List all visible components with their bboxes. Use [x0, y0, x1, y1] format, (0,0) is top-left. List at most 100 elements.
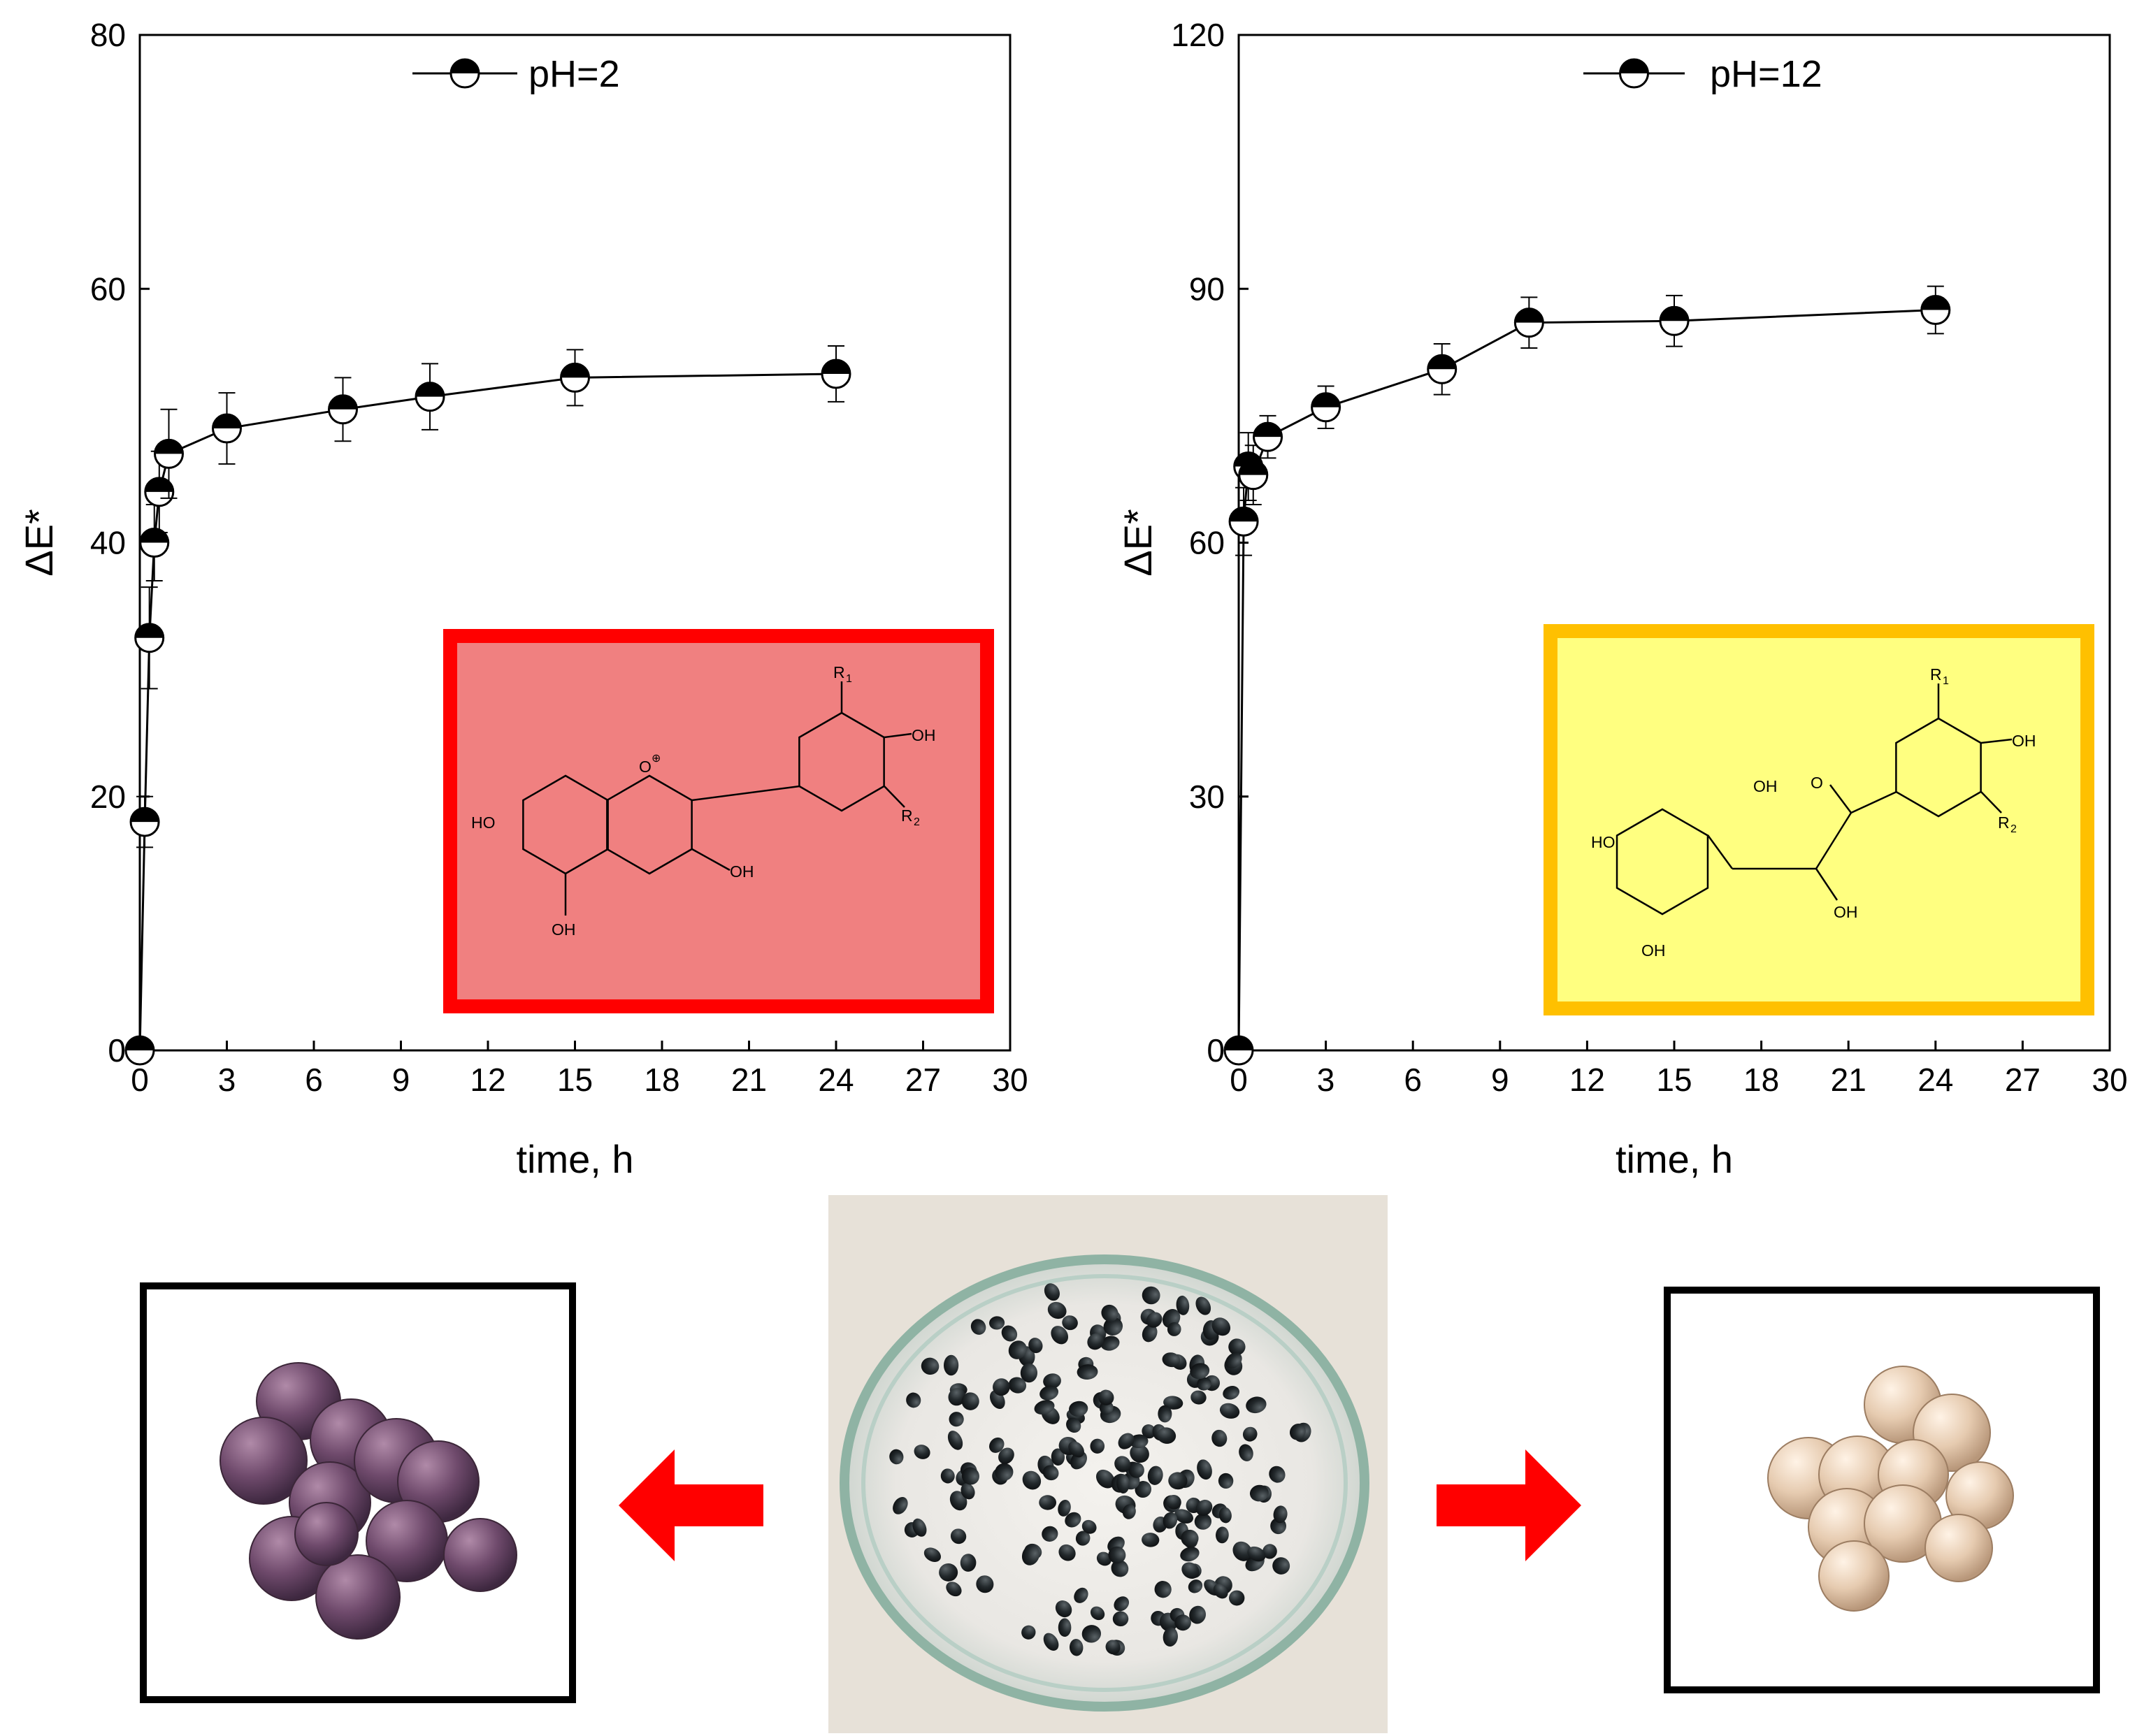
- bead: [1194, 1513, 1212, 1530]
- bead: [1218, 1507, 1232, 1524]
- y-tick-label: 60: [90, 270, 126, 307]
- bead: [1239, 1444, 1253, 1461]
- data-point: [328, 394, 358, 425]
- data-point: [1513, 308, 1544, 338]
- bead: [947, 1431, 963, 1450]
- data-point: [1920, 295, 1951, 326]
- bead: [912, 1518, 927, 1537]
- bead: [443, 1518, 517, 1592]
- x-tick-label: 18: [644, 1062, 679, 1098]
- bead: [1051, 1448, 1065, 1466]
- y-tick-label: 90: [1189, 270, 1225, 307]
- bead: [1055, 1600, 1072, 1618]
- y-tick-label: 60: [1189, 525, 1225, 561]
- bead: [950, 1528, 967, 1545]
- bead: [1101, 1304, 1118, 1322]
- bead: [1142, 1424, 1156, 1439]
- bead: [976, 1575, 994, 1593]
- bead: [1157, 1427, 1177, 1444]
- y-axis-title: ΔE*: [17, 509, 61, 577]
- bead: [995, 1463, 1014, 1481]
- structure-label: 1: [1943, 675, 1949, 687]
- data-point: [560, 362, 590, 393]
- bond: [1815, 868, 1839, 901]
- bead: [1289, 1424, 1306, 1440]
- bead: [1105, 1640, 1121, 1655]
- data-point-fill: [416, 382, 444, 397]
- bead: [1154, 1581, 1172, 1598]
- structure-label: HO: [471, 813, 496, 832]
- petri-dish-inner-rim: [861, 1274, 1348, 1692]
- bead: [1130, 1444, 1149, 1463]
- data-point-fill: [131, 808, 159, 823]
- data-point: [124, 1035, 155, 1066]
- structure-label: 1: [846, 673, 852, 685]
- bead: [1087, 1333, 1104, 1350]
- bead: [1142, 1324, 1158, 1343]
- data-point-fill: [1230, 507, 1258, 522]
- bond: [1829, 784, 1852, 813]
- structure-label: 2: [914, 816, 920, 828]
- bead: [1168, 1472, 1188, 1490]
- bond: [1706, 834, 1734, 869]
- x-tick-label: 15: [557, 1062, 593, 1098]
- bead: [1213, 1584, 1228, 1599]
- data-point: [134, 623, 165, 653]
- bead: [1058, 1500, 1071, 1517]
- y-tick-label: 30: [1189, 779, 1225, 815]
- structure-inset: [1544, 624, 2094, 1015]
- structure-label: R: [833, 663, 845, 681]
- x-tick-label: 15: [1656, 1062, 1692, 1098]
- bead: [1272, 1557, 1290, 1575]
- structure-label: OH: [730, 862, 754, 881]
- bead: [1190, 1390, 1207, 1405]
- bead: [1069, 1639, 1084, 1656]
- bead: [1246, 1396, 1267, 1414]
- x-tick-label: 0: [1230, 1062, 1248, 1098]
- structure-label: 2: [2010, 823, 2017, 835]
- bead: [939, 1563, 958, 1582]
- structure-label: R: [1930, 665, 1942, 683]
- data-point: [415, 382, 445, 412]
- bead: [906, 1392, 921, 1408]
- x-tick-label: 27: [2005, 1062, 2041, 1098]
- x-tick-label: 30: [992, 1062, 1028, 1098]
- bead: [220, 1417, 308, 1505]
- bond-c-b: [691, 785, 800, 802]
- structure-label: ⊕: [652, 753, 661, 765]
- bead: [1167, 1322, 1181, 1336]
- bead: [1128, 1462, 1144, 1478]
- bead: [1065, 1512, 1081, 1528]
- purple-beads-photo: [220, 1362, 517, 1640]
- bead: [1122, 1504, 1136, 1519]
- right-arrow-icon: [1437, 1449, 1581, 1561]
- x-tick-label: 24: [1917, 1062, 1953, 1098]
- structure-label: O: [639, 758, 652, 776]
- y-tick-label: 80: [90, 17, 126, 53]
- bead: [1228, 1338, 1246, 1356]
- bead: [889, 1449, 904, 1465]
- x-tick-label: 24: [818, 1062, 854, 1098]
- bond: [691, 848, 731, 871]
- data-point-fill: [1311, 393, 1340, 407]
- bead: [998, 1447, 1014, 1464]
- bead: [1043, 1373, 1061, 1389]
- bead: [1021, 1545, 1040, 1565]
- x-tick-label: 21: [731, 1062, 767, 1098]
- bead: [1111, 1560, 1129, 1577]
- bead: [1211, 1317, 1231, 1336]
- bead: [1247, 1546, 1266, 1562]
- bead: [1095, 1469, 1115, 1489]
- bond: [884, 732, 912, 739]
- data-point: [212, 413, 242, 444]
- data-point: [1223, 1035, 1254, 1066]
- bead: [1039, 1495, 1057, 1510]
- bead: [1174, 1614, 1191, 1631]
- bead: [1218, 1473, 1234, 1489]
- bead: [1051, 1326, 1069, 1345]
- legend-label: pH=12: [1710, 53, 1822, 95]
- bead: [961, 1392, 979, 1410]
- structure-label: OH: [1641, 941, 1666, 960]
- legend-marker-fill: [1620, 59, 1648, 73]
- bead: [1081, 1519, 1097, 1534]
